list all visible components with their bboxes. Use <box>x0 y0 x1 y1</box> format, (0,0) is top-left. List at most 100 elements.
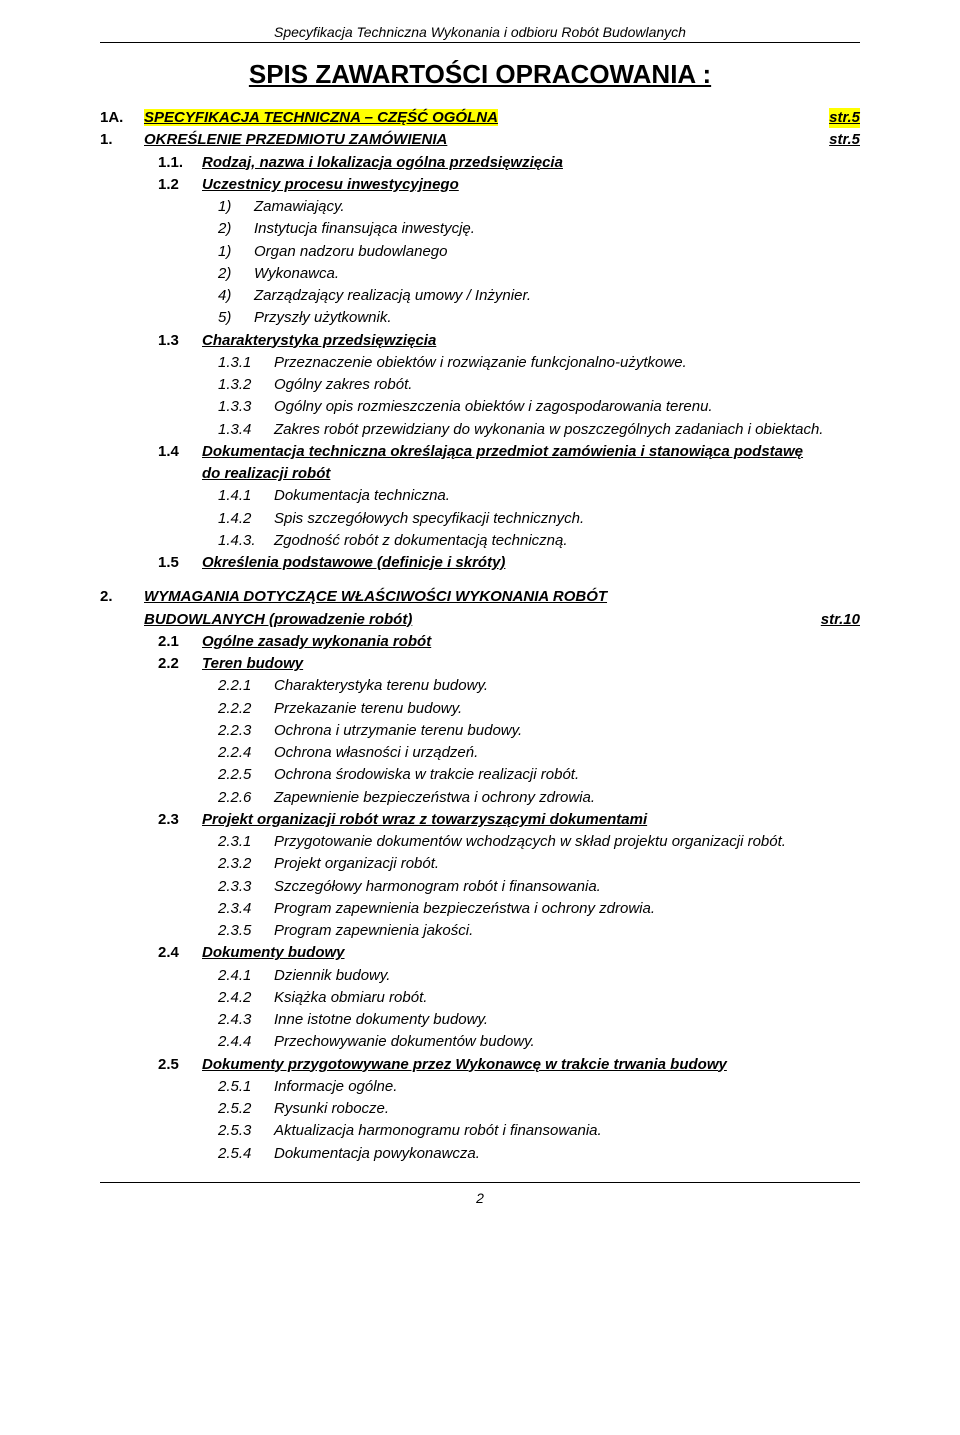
document-page: Specyfikacja Techniczna Wykonania i odbi… <box>0 0 960 1435</box>
toc-entry-2: 2. WYMAGANIA DOTYCZĄCE WŁAŚCIWOŚCI WYKON… <box>100 587 860 607</box>
list-item: 1.3.1Przeznaczenie obiektów i rozwiązani… <box>100 353 860 373</box>
toc-entry-2-1: 2.1 Ogólne zasady wykonania robót <box>100 632 860 652</box>
list-item: 2.4.2Książka obmiaru robót. <box>100 988 860 1008</box>
list-num: 1) <box>218 197 254 217</box>
list-text: Przygotowanie dokumentów wchodzących w s… <box>274 832 786 852</box>
list-num: 1.3.3 <box>218 397 274 417</box>
list-text: Zgodność robót z dokumentacją techniczną… <box>274 531 568 551</box>
list-text: Ochrona własności i urządzeń. <box>274 743 478 763</box>
list-item: 2.2.4Ochrona własności i urządzeń. <box>100 743 860 763</box>
list-item: 2.5.1Informacje ogólne. <box>100 1077 860 1097</box>
list-item: 1.3.4Zakres robót przewidziany do wykona… <box>100 420 860 440</box>
toc-label: OKREŚLENIE PRZEDMIOTU ZAMÓWIENIA <box>144 131 447 148</box>
list-item: 5)Przyszły użytkownik. <box>100 308 860 328</box>
list-num: 2.3.1 <box>218 832 274 852</box>
toc-entry-1: 1. OKREŚLENIE PRZEDMIOTU ZAMÓWIENIA str.… <box>100 130 860 150</box>
list-text: Wykonawca. <box>254 264 339 284</box>
list-item: 2.2.6Zapewnienie bezpieczeństwa i ochron… <box>100 788 860 808</box>
list-num: 2.5.2 <box>218 1099 274 1119</box>
list-num: 2.2.2 <box>218 699 274 719</box>
toc-num: 1.4 <box>158 442 202 462</box>
list-text: Informacje ogólne. <box>274 1077 397 1097</box>
list-item: 2.2.5Ochrona środowiska w trakcie realiz… <box>100 765 860 785</box>
list-text: Zapewnienie bezpieczeństwa i ochrony zdr… <box>274 788 595 808</box>
list-text: Dokumentacja techniczna. <box>274 486 450 506</box>
list-item: 4)Zarządzający realizacją umowy / Inżyni… <box>100 286 860 306</box>
toc-label: BUDOWLANYCH (prowadzenie robót) <box>144 611 412 628</box>
list-num: 2.2.5 <box>218 765 274 785</box>
toc-num: 1A. <box>100 108 144 128</box>
toc-num: 2.1 <box>158 632 202 652</box>
list-num: 2.2.3 <box>218 721 274 741</box>
toc-label: Dokumenty przygotowywane przez Wykonawcę… <box>202 1055 860 1075</box>
list-text: Dokumentacja powykonawcza. <box>274 1144 480 1164</box>
list-num: 1.4.1 <box>218 486 274 506</box>
list-item: 1)Organ nadzoru budowlanego <box>100 242 860 262</box>
page-header: Specyfikacja Techniczna Wykonania i odbi… <box>100 24 860 40</box>
list-num: 2) <box>218 264 254 284</box>
toc-entry-1-2: 1.2 Uczestnicy procesu inwestycyjnego <box>100 175 860 195</box>
toc-entry-2-4: 2.4 Dokumenty budowy <box>100 943 860 963</box>
list-num: 1.3.1 <box>218 353 274 373</box>
toc-label: Dokumenty budowy <box>202 943 860 963</box>
list-num: 2.3.2 <box>218 854 274 874</box>
list-item: 2.5.3Aktualizacja harmonogramu robót i f… <box>100 1121 860 1141</box>
toc-label: Określenia podstawowe (definicje i skrót… <box>202 553 860 573</box>
list-text: Rysunki robocze. <box>274 1099 389 1119</box>
list-item: 2.3.4Program zapewnienia bezpieczeństwa … <box>100 899 860 919</box>
list-text: Przechowywanie dokumentów budowy. <box>274 1032 535 1052</box>
toc-label: Charakterystyka przedsięwzięcia <box>202 331 860 351</box>
toc-num: 1.5 <box>158 553 202 573</box>
list-text: Organ nadzoru budowlanego <box>254 242 447 262</box>
list-text: Zakres robót przewidziany do wykonania w… <box>274 420 823 440</box>
list-item: 2.2.3Ochrona i utrzymanie terenu budowy. <box>100 721 860 741</box>
list-item: 2.3.1Przygotowanie dokumentów wchodzącyc… <box>100 832 860 852</box>
list-num: 2.3.3 <box>218 877 274 897</box>
list-item: 1.3.2Ogólny zakres robót. <box>100 375 860 395</box>
list-item: 1.4.3.Zgodność robót z dokumentacją tech… <box>100 531 860 551</box>
list-text: Aktualizacja harmonogramu robót i finans… <box>274 1121 602 1141</box>
list-text: Inne istotne dokumenty budowy. <box>274 1010 488 1030</box>
list-text: Przeznaczenie obiektów i rozwiązanie fun… <box>274 353 687 373</box>
toc-page: str.5 <box>829 130 860 150</box>
toc-label: do realizacji robót <box>202 464 860 484</box>
toc-label: Dokumentacja techniczna określająca prze… <box>202 442 860 462</box>
list-text: Zamawiający. <box>254 197 345 217</box>
toc-num: 1. <box>100 130 144 150</box>
list-text: Program zapewnienia jakości. <box>274 921 473 941</box>
list-num: 2.4.2 <box>218 988 274 1008</box>
list-item: 2.3.5Program zapewnienia jakości. <box>100 921 860 941</box>
list-item: 2.5.4Dokumentacja powykonawcza. <box>100 1144 860 1164</box>
toc-entry-1-5: 1.5 Określenia podstawowe (definicje i s… <box>100 553 860 573</box>
list-num: 4) <box>218 286 254 306</box>
list-text: Ochrona środowiska w trakcie realizacji … <box>274 765 579 785</box>
footer-rule <box>100 1182 860 1183</box>
list-num: 2.4.4 <box>218 1032 274 1052</box>
list-num: 2.2.1 <box>218 676 274 696</box>
toc-entry-1A: 1A. SPECYFIKACJA TECHNICZNA – CZĘŚĆ OGÓL… <box>100 108 860 128</box>
list-text: Ochrona i utrzymanie terenu budowy. <box>274 721 522 741</box>
list-item: 2.2.2Przekazanie terenu budowy. <box>100 699 860 719</box>
list-num: 1.4.3. <box>218 531 274 551</box>
list-num: 1.3.2 <box>218 375 274 395</box>
list-num: 2) <box>218 219 254 239</box>
toc-num: 2. <box>100 587 144 607</box>
header-rule <box>100 42 860 43</box>
toc-entry-1-4: 1.4 Dokumentacja techniczna określająca … <box>100 442 860 462</box>
toc-label: SPECYFIKACJA TECHNICZNA – CZĘŚĆ OGÓLNA <box>144 109 498 126</box>
list-num: 2.3.4 <box>218 899 274 919</box>
list-num: 5) <box>218 308 254 328</box>
list-item: 2)Wykonawca. <box>100 264 860 284</box>
toc-label: Ogólne zasady wykonania robót <box>202 632 860 652</box>
toc-page: str.10 <box>821 610 860 630</box>
toc-num: 2.5 <box>158 1055 202 1075</box>
toc-label: Rodzaj, nazwa i lokalizacja ogólna przed… <box>202 153 860 173</box>
list-num: 2.2.4 <box>218 743 274 763</box>
list-num: 2.5.4 <box>218 1144 274 1164</box>
list-num: 2.5.3 <box>218 1121 274 1141</box>
toc-num: 1.3 <box>158 331 202 351</box>
toc-num: 2.4 <box>158 943 202 963</box>
toc-num: 1.1. <box>158 153 202 173</box>
list-text: Program zapewnienia bezpieczeństwa i och… <box>274 899 655 919</box>
list-text: Szczegółowy harmonogram robót i finansow… <box>274 877 601 897</box>
